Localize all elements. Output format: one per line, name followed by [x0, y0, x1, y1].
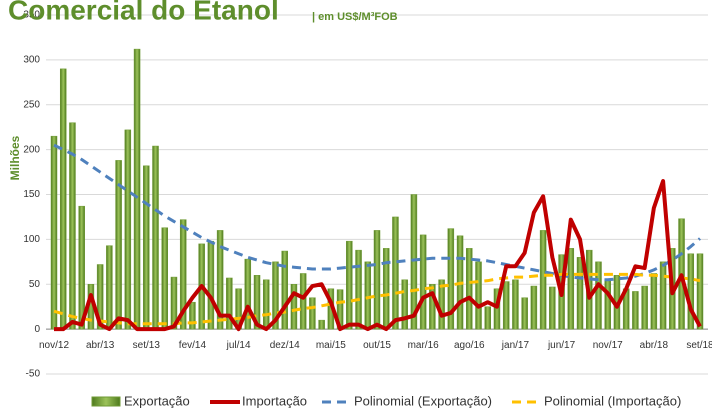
y-tick-label: 100: [23, 234, 40, 245]
bar: [78, 205, 85, 330]
bar: [299, 273, 307, 330]
y-tick-label: -50: [26, 369, 41, 380]
bar: [502, 281, 510, 330]
legend-label: Exportação: [124, 393, 190, 408]
x-tick-label: ago/16: [454, 340, 485, 351]
bar: [309, 297, 316, 330]
bar: [382, 248, 390, 330]
bar: [143, 165, 150, 330]
legend-label: Polinomial (Importação): [544, 393, 681, 408]
legend-label: Polinomial (Exportação): [354, 393, 492, 408]
bar: [373, 230, 381, 330]
bar: [512, 279, 519, 330]
chart-title: Comercial do Etanol: [8, 0, 279, 25]
bar: [69, 122, 76, 330]
bar: [447, 228, 455, 330]
bar: [604, 279, 611, 330]
bar: [216, 230, 224, 330]
bar: [106, 245, 113, 330]
x-tick-label: nov/17: [593, 340, 623, 351]
bar: [161, 227, 168, 330]
chart-subtitle: | em US$/M³FOB: [312, 11, 398, 23]
bar: [355, 249, 362, 330]
bar: [696, 253, 704, 330]
bar: [124, 129, 132, 330]
legend-label: Importação: [242, 393, 307, 408]
bar: [115, 160, 122, 330]
bar: [207, 240, 215, 330]
x-tick-label: jan/17: [501, 340, 530, 351]
x-tick-label: fev/14: [179, 340, 207, 351]
bar: [659, 261, 667, 330]
legend-swatch: [91, 396, 121, 407]
y-tick-label: 50: [29, 279, 41, 290]
bar: [50, 135, 58, 330]
x-tick-label: nov/12: [39, 340, 69, 351]
x-tick-label: set/13: [133, 340, 161, 351]
bar: [392, 216, 399, 330]
bar: [493, 288, 501, 330]
bar: [96, 264, 104, 330]
bar: [272, 261, 279, 330]
y-tick-label: 200: [23, 144, 40, 155]
y-tick-label: 150: [23, 189, 40, 200]
bar: [632, 291, 639, 330]
bar: [364, 261, 372, 330]
bar: [641, 285, 648, 330]
bar: [346, 240, 353, 330]
bar: [133, 48, 141, 330]
bar: [401, 279, 408, 330]
bar: [253, 275, 261, 330]
bar: [263, 279, 270, 330]
bar: [59, 68, 67, 330]
bar: [576, 257, 584, 330]
bar: [595, 261, 602, 330]
bar: [429, 284, 436, 330]
x-tick-label: jun/17: [547, 340, 576, 351]
bar: [152, 145, 159, 330]
trend-line: [53, 143, 701, 282]
x-tick-label: abr/13: [86, 340, 115, 351]
y-tick-label: 250: [23, 99, 40, 110]
y-tick-label: 350: [23, 10, 40, 21]
bar: [226, 277, 233, 330]
bar: [484, 306, 491, 330]
bar: [244, 258, 252, 330]
x-tick-label: abr/18: [640, 340, 669, 351]
bar: [650, 273, 658, 330]
x-tick-label: mar/16: [408, 340, 440, 351]
x-tick-label: dez/14: [270, 340, 300, 351]
bar: [179, 219, 187, 330]
bar: [410, 194, 418, 330]
x-tick-label: mai/15: [316, 340, 346, 351]
bar: [281, 250, 288, 330]
bar: [189, 301, 196, 330]
bar: [687, 253, 695, 330]
x-tick-label: set/18: [686, 340, 712, 351]
x-tick-label: jul/14: [226, 340, 251, 351]
x-tick-label: out/15: [363, 340, 391, 351]
bar: [290, 284, 298, 330]
bar: [539, 230, 547, 330]
trend-line: [53, 272, 701, 326]
bar: [318, 319, 325, 330]
bar: [521, 297, 528, 330]
line: [54, 179, 702, 332]
bar: [530, 285, 538, 330]
bar: [475, 261, 482, 330]
bar: [567, 248, 575, 330]
bar: [466, 248, 473, 330]
bar: [419, 234, 427, 330]
bar: [549, 286, 556, 330]
bar: [170, 276, 178, 330]
y-axis-label: Milhões: [8, 135, 22, 180]
y-tick-label: 0: [34, 324, 40, 335]
y-tick-label: 300: [23, 55, 40, 66]
